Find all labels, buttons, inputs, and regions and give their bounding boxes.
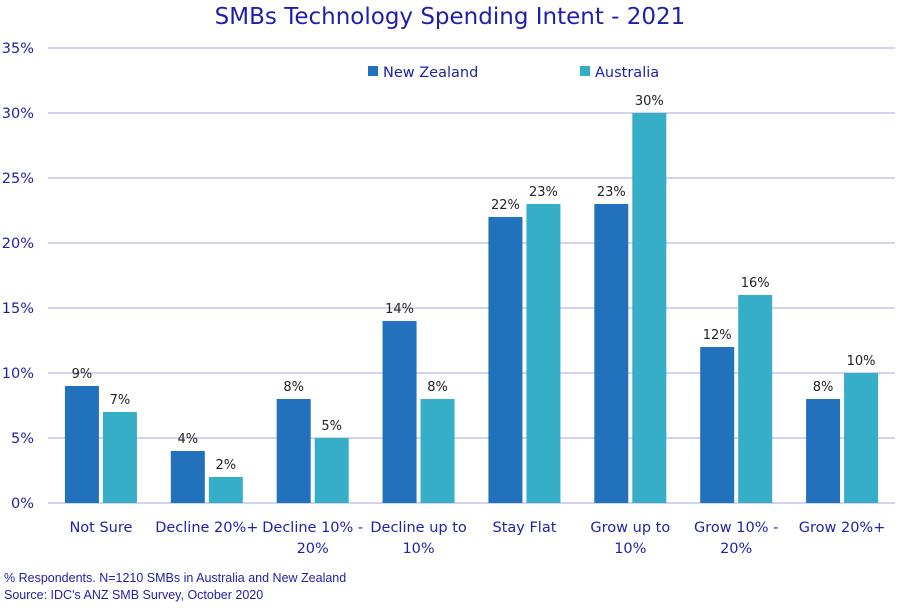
y-tick-label: 0% <box>11 496 34 512</box>
data-label: 14% <box>385 302 414 317</box>
x-category-label: Decline up to 10% <box>370 520 467 557</box>
legend-label: Australia <box>595 65 659 81</box>
bar-australia <box>102 412 137 503</box>
data-label: 30% <box>635 94 664 109</box>
footnote-respondents: % Respondents. N=1210 SMBs in Australia … <box>4 571 347 585</box>
x-category-label: Stay Flat <box>492 520 556 536</box>
data-label: 8% <box>283 380 304 395</box>
data-label: 7% <box>110 393 131 408</box>
data-label: 9% <box>72 367 93 382</box>
y-axis-ticks: 0% 5% 10% 15% 20% 25% 30% 35% <box>2 41 34 512</box>
legend-swatch <box>368 66 378 76</box>
data-label: 16% <box>741 276 770 291</box>
bar-new-zealand <box>488 217 523 503</box>
bar-australia <box>208 477 243 503</box>
bar-new-zealand <box>806 399 841 503</box>
x-category-label: Decline 20%+ <box>155 520 258 536</box>
data-label: 8% <box>427 380 448 395</box>
bar-chart: SMBs Technology Spending Intent - 2021 0… <box>2 4 895 557</box>
x-axis-categories: Not Sure Decline 20%+ Decline 10% -20%Decl… <box>69 520 885 557</box>
legend-swatch <box>580 66 590 76</box>
bar-australia <box>632 113 667 503</box>
data-label: 12% <box>703 328 732 343</box>
x-category-label: Grow up to 10% <box>590 520 670 557</box>
x-category-label: Grow 20%+ <box>799 520 886 536</box>
y-tick-label: 35% <box>2 41 34 57</box>
y-tick-label: 10% <box>2 366 34 382</box>
legend-label: New Zealand <box>383 65 478 81</box>
legend: New Zealand Australia <box>368 65 659 81</box>
data-label: 8% <box>813 380 834 395</box>
chart-title: SMBs Technology Spending Intent - 2021 <box>215 4 686 30</box>
bar-new-zealand <box>594 204 629 503</box>
data-label: 2% <box>216 458 237 473</box>
data-label: 23% <box>597 185 626 200</box>
y-tick-label: 25% <box>2 171 34 187</box>
bar-new-zealand <box>382 321 417 503</box>
y-tick-label: 20% <box>2 236 34 252</box>
bar-australia <box>844 373 879 503</box>
data-label: 10% <box>847 354 876 369</box>
gridlines <box>48 47 895 504</box>
bar-new-zealand <box>64 386 99 503</box>
y-tick-label: 5% <box>11 431 34 447</box>
bar-new-zealand <box>170 451 205 503</box>
x-category-label: Grow 10% -20% <box>694 520 778 557</box>
bar-australia <box>526 204 561 503</box>
bar-new-zealand <box>700 347 735 503</box>
footnote-source: Source: IDC's ANZ SMB Survey, October 20… <box>4 588 264 602</box>
data-label: 23% <box>529 185 558 200</box>
bars <box>64 113 879 503</box>
bar-australia <box>314 438 349 503</box>
bar-australia <box>738 295 773 503</box>
x-category-label: Decline 10% -20% <box>262 520 363 557</box>
x-category-label: Not Sure <box>69 520 132 536</box>
y-tick-label: 15% <box>2 301 34 317</box>
data-label: 22% <box>491 198 520 213</box>
data-label: 5% <box>321 419 342 434</box>
bar-new-zealand <box>276 399 311 503</box>
y-tick-label: 30% <box>2 106 34 122</box>
data-label: 4% <box>178 432 199 447</box>
bar-australia <box>420 399 455 503</box>
data-labels: 9% 7% 4% 2% 8% 5% 14% 8% 22% 23% 23% 30% 12% 16% 8% 10% <box>72 94 876 473</box>
